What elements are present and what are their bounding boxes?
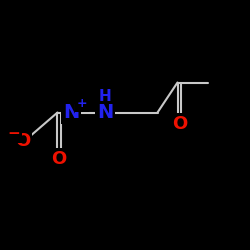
Text: N: N xyxy=(63,103,80,122)
Text: H: H xyxy=(98,89,112,104)
Text: O: O xyxy=(15,132,30,150)
Text: +: + xyxy=(77,97,87,110)
Text: N: N xyxy=(97,103,113,122)
Text: O: O xyxy=(172,115,187,133)
Text: O: O xyxy=(52,150,67,168)
Text: −: − xyxy=(8,126,20,141)
